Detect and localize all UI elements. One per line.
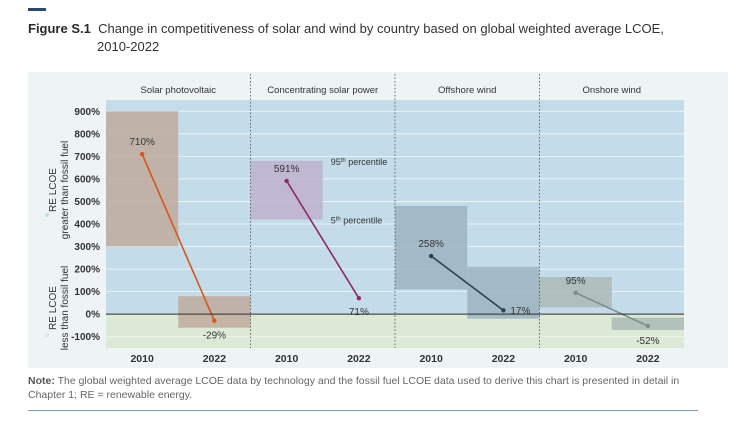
data-label-2010: 591% — [274, 164, 300, 175]
data-label-2022: -29% — [203, 331, 226, 342]
figure-title-line1: Change in competitiveness of solar and w… — [98, 21, 664, 36]
x-tick-label: 2022 — [492, 353, 516, 365]
data-label-2010: 710% — [129, 137, 155, 148]
data-point-2022 — [501, 308, 506, 313]
percentile-box-2010 — [250, 160, 323, 220]
title-accent-bar — [28, 8, 46, 11]
y-tick-label: 100% — [74, 287, 100, 298]
ylabel-less-than-fossil-line: less than fossil fuel — [60, 266, 71, 351]
y-tick-label: -100% — [71, 332, 100, 343]
percentile-box-2010 — [106, 111, 179, 247]
series-line — [430, 255, 504, 311]
series-line — [141, 153, 216, 322]
y-tick-label: 600% — [74, 174, 100, 185]
series-line — [575, 292, 649, 327]
panel-title: Onshore wind — [582, 85, 641, 96]
x-tick-label: 2010 — [419, 353, 443, 365]
x-tick-label: 2010 — [275, 353, 299, 365]
note-text: The global weighted average LCOE data by… — [28, 375, 680, 401]
x-tick-label: 2010 — [564, 353, 588, 365]
y-tick-label: 800% — [74, 129, 100, 140]
percentile-box-2010 — [395, 205, 468, 290]
annotation-95th-percentile: 95th percentile — [331, 157, 388, 167]
data-label-2010: 258% — [418, 239, 444, 250]
ylabel-greater-than-fossil: RE LCOE greater than fossil fuel — [48, 141, 71, 239]
y-tick-label: 0% — [86, 310, 101, 321]
data-label-2022: 71% — [349, 307, 369, 318]
series-line — [285, 180, 360, 299]
ylabel-greater-than-fossil-line: RE LCOE — [48, 168, 59, 212]
figure-note: Note: The global weighted average LCOE d… — [28, 374, 718, 402]
data-label-2022: 17% — [510, 306, 530, 317]
ylabel-less-than-fossil-line: RE LCOE — [48, 286, 59, 330]
x-tick-label: 2022 — [636, 353, 660, 365]
percentile-box-2022 — [178, 296, 251, 328]
data-point-2010 — [139, 151, 145, 157]
ylabel-greater-than-fossil-line: greater than fossil fuel — [60, 141, 71, 239]
figure-label: Figure S.1 — [28, 21, 91, 36]
note-label: Note: — [28, 375, 55, 387]
data-point-2022 — [212, 318, 217, 323]
ylabel-less-than-fossil: RE LCOE less than fossil fuel — [48, 266, 71, 351]
data-point-2022 — [356, 295, 362, 301]
x-tick-label: 2022 — [347, 353, 371, 365]
data-point-2010 — [573, 290, 578, 295]
y-tick-label: 400% — [74, 220, 100, 231]
panel-title: Solar photovoltaic — [140, 85, 216, 96]
y-tick-label: 200% — [74, 265, 100, 276]
x-tick-label: 2010 — [130, 353, 154, 365]
legend-dot-lower — [45, 333, 49, 337]
x-tick-label: 2022 — [203, 353, 227, 365]
panel-title: Concentrating solar power — [267, 85, 378, 96]
data-point-2010 — [284, 178, 289, 184]
data-point-2010 — [428, 253, 434, 259]
figure-title-line2: 2010-2022 — [97, 39, 160, 54]
data-point-2022 — [645, 323, 651, 329]
y-tick-label: 300% — [74, 242, 100, 253]
legend-dot-upper — [45, 213, 49, 217]
figure-title: Figure S.1 Change in competitiveness of … — [28, 20, 728, 56]
panel-title: Offshore wind — [438, 85, 496, 96]
y-tick-label: 500% — [74, 197, 100, 208]
y-tick-label: 900% — [74, 107, 100, 118]
data-label-2022: -52% — [636, 336, 659, 347]
annotation-5th-percentile: 5th percentile — [331, 215, 383, 225]
data-label-2010: 95% — [566, 276, 586, 287]
bottom-rule — [28, 410, 698, 411]
y-tick-label: 700% — [74, 152, 100, 163]
